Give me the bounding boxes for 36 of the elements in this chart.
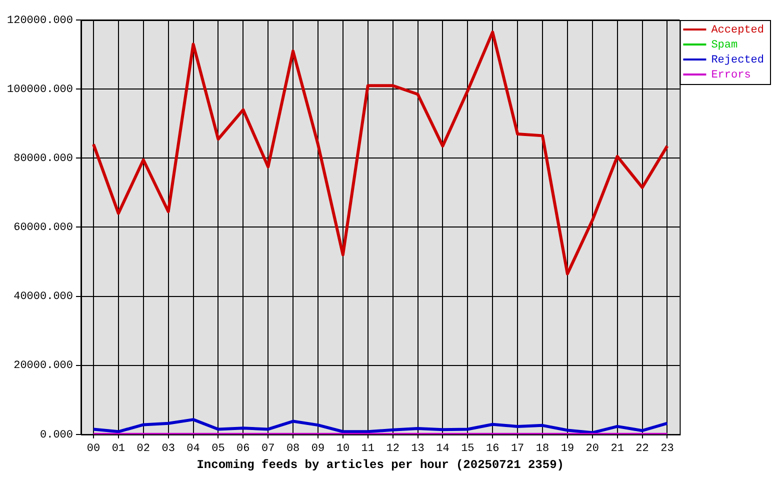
x-tick-label: 06 [236, 442, 250, 455]
x-tick-label: 21 [610, 442, 624, 455]
x-tick-label: 08 [286, 442, 300, 455]
y-tick-label: 0.000 [40, 429, 74, 442]
x-tick-label: 12 [386, 442, 400, 455]
legend-label: Errors [711, 69, 751, 82]
x-tick-label: 11 [361, 442, 375, 455]
x-tick-label: 18 [536, 442, 550, 455]
x-tick-label: 01 [112, 442, 126, 455]
x-tick-label: 05 [212, 442, 225, 455]
x-tick-label: 04 [186, 442, 200, 455]
legend-label: Spam [711, 39, 738, 52]
x-tick-label: 07 [261, 442, 275, 455]
y-tick-label: 40000.000 [14, 291, 74, 304]
legend-label: Rejected [711, 54, 764, 66]
y-tick-label: 80000.000 [14, 153, 74, 166]
legend-label: Accepted [711, 24, 764, 36]
x-tick-label: 19 [560, 442, 574, 455]
x-tick-label: 09 [311, 442, 325, 455]
y-tick-label: 20000.000 [14, 360, 74, 372]
y-tick-label: 100000.000 [6, 84, 74, 96]
x-tick-label: 15 [461, 442, 474, 455]
x-tick-label: 22 [636, 442, 649, 455]
x-tick-label: 03 [162, 442, 175, 455]
x-tick-label: 10 [336, 442, 350, 455]
x-tick-label: 17 [510, 442, 524, 455]
x-tick-label: 14 [436, 442, 450, 455]
y-tick-label: 60000.000 [14, 222, 74, 234]
x-tick-label: 16 [486, 442, 500, 455]
x-tick-label: 02 [136, 442, 150, 455]
x-tick-label: 20 [586, 442, 599, 455]
x-tick-label: 23 [660, 442, 674, 455]
x-axis-title: Incoming feeds by articles per hour (20250721 2359) [196, 458, 564, 472]
x-tick-label: 00 [86, 442, 100, 455]
y-tick-label: 120000.000 [6, 14, 74, 27]
x-tick-label: 13 [411, 442, 424, 455]
